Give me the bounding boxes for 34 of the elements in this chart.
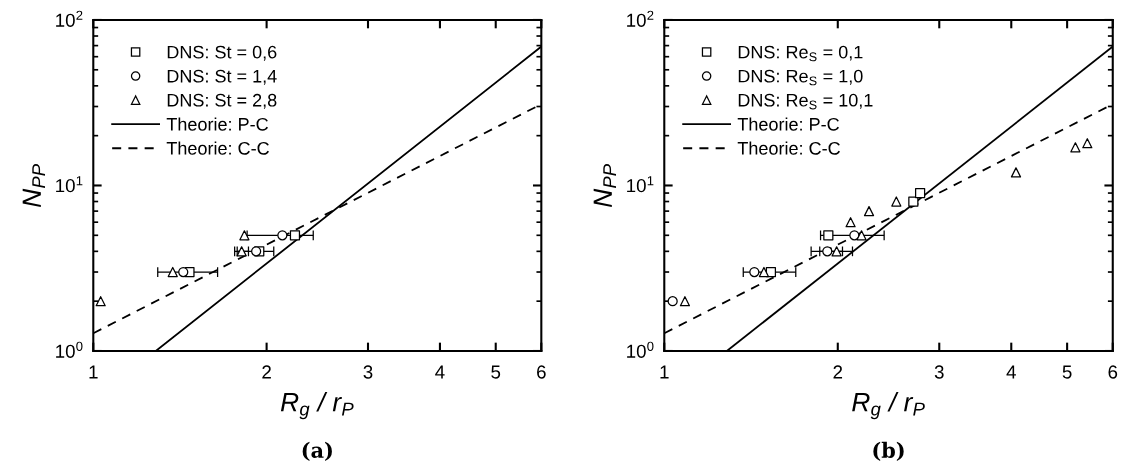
legend-label: DNS: Re$_{S}$ = 0,1	[738, 45, 863, 62]
x-tick-label: 3	[934, 365, 944, 379]
x-tick-label: 2	[833, 365, 843, 379]
y-tick-label: 10$^{1}$	[56, 176, 83, 193]
legend-label: DNS: St = 1,4	[167, 69, 277, 85]
y-tick-label: 10$^{2}$	[56, 10, 83, 27]
y-tick-label: 10$^{0}$	[627, 341, 654, 358]
legend-label: Theorie: P-C	[166, 117, 268, 131]
y-axis-title: N$_{PP}$	[593, 164, 617, 208]
x-axis-title: R$_{g}$ / r$_{P}$	[852, 392, 925, 420]
x-axis-title: R$_{g}$ / r$_{P}$	[280, 392, 354, 420]
x-tick-label: 5	[1062, 365, 1072, 379]
legend-label: Theorie: P-C	[737, 117, 839, 131]
text: (b)	[873, 441, 904, 461]
y-tick-label: 10$^{1}$	[627, 176, 654, 193]
x-tick-label: 4	[1006, 365, 1016, 379]
x-tick-label: 3	[363, 365, 373, 379]
x-tick-label: 6	[537, 365, 546, 379]
legend-label: DNS: St = 0,6	[167, 45, 277, 61]
legend-label: DNS: Re$_{S}$ = 10,1	[738, 93, 873, 110]
x-tick-label: 2	[262, 365, 271, 379]
x-tick-label: 6	[1108, 365, 1118, 379]
legend-label: Theorie: C-C	[166, 141, 269, 155]
legend-label: DNS: St = 2,8	[167, 93, 277, 109]
y-tick-label: 10$^{2}$	[627, 10, 654, 27]
text: (a)	[302, 441, 332, 461]
x-tick-label: 4	[435, 365, 445, 379]
y-axis-title: N$_{PP}$	[22, 164, 46, 208]
legend-label: Theorie: C-C	[737, 141, 840, 155]
x-tick-label: 1	[89, 365, 98, 379]
legend-label: DNS: Re$_{S}$ = 1,0	[738, 69, 863, 86]
x-tick-label: 5	[491, 365, 501, 379]
x-tick-label: 1	[660, 365, 669, 379]
y-tick-label: 10$^{0}$	[56, 341, 83, 358]
